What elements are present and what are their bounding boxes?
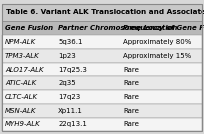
Text: 5q36.1: 5q36.1 [58, 39, 83, 45]
Bar [2, 35, 202, 49]
Bar [2, 118, 202, 131]
Text: CLTC-ALK: CLTC-ALK [5, 94, 38, 100]
Text: Rare: Rare [123, 108, 139, 114]
Text: 2q35: 2q35 [58, 80, 76, 86]
Text: 1p23: 1p23 [58, 53, 76, 59]
Text: NPM-ALK: NPM-ALK [5, 39, 36, 45]
Text: Approximately 15%: Approximately 15% [123, 53, 191, 59]
Text: MSN-ALK: MSN-ALK [5, 108, 37, 114]
Bar [2, 4, 202, 21]
Text: Frequency of Gene F: Frequency of Gene F [123, 25, 204, 31]
Text: Partner Chromosome Location: Partner Chromosome Location [58, 25, 177, 31]
Text: ATIC-ALK: ATIC-ALK [5, 80, 36, 86]
Text: Rare: Rare [123, 80, 139, 86]
Bar [2, 76, 202, 90]
Text: Table 6. Variant ALK Translocation and Associated Partner C: Table 6. Variant ALK Translocation and A… [6, 9, 204, 15]
Bar [2, 90, 202, 104]
Text: Rare: Rare [123, 121, 139, 127]
Bar [2, 104, 202, 118]
Text: ALO17-ALK: ALO17-ALK [5, 67, 44, 72]
Text: MYH9-ALK: MYH9-ALK [5, 121, 41, 127]
Text: Rare: Rare [123, 94, 139, 100]
Text: Approximately 80%: Approximately 80% [123, 39, 191, 45]
Text: 17q25.3: 17q25.3 [58, 67, 87, 72]
Bar [2, 21, 202, 35]
Text: 22q13.1: 22q13.1 [58, 121, 87, 127]
Text: Xp11.1: Xp11.1 [58, 108, 83, 114]
Bar [2, 63, 202, 76]
Bar [2, 49, 202, 63]
Text: 17q23: 17q23 [58, 94, 80, 100]
Text: Gene Fusion: Gene Fusion [5, 25, 53, 31]
Text: Rare: Rare [123, 67, 139, 72]
Text: TPM3-ALK: TPM3-ALK [5, 53, 40, 59]
